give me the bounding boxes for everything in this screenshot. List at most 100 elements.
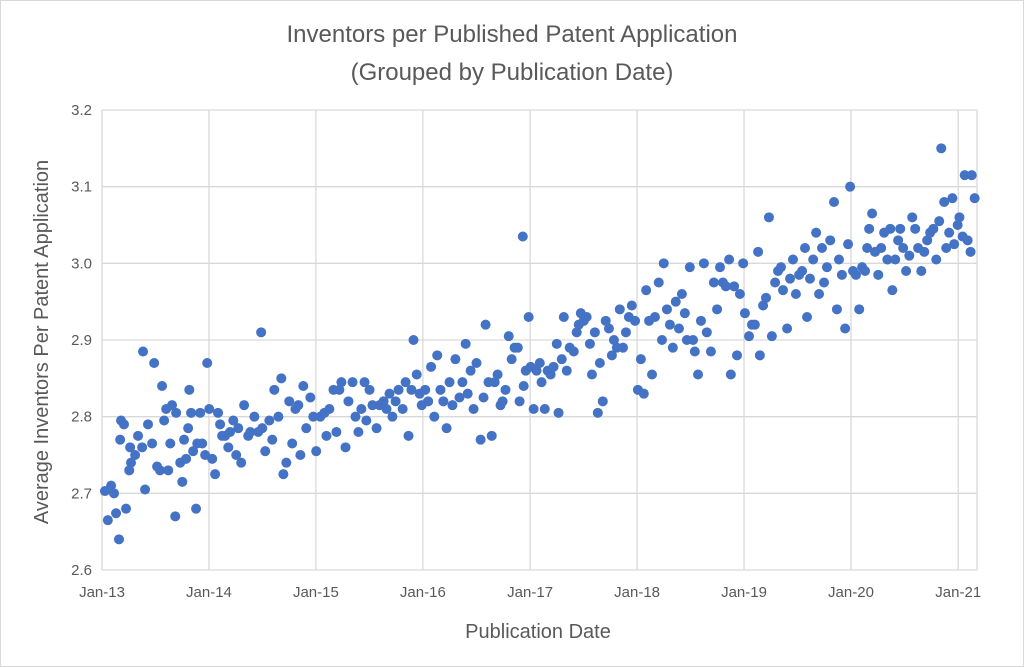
data-point: [843, 239, 853, 249]
data-point: [264, 416, 274, 426]
data-point: [970, 193, 980, 203]
data-point: [677, 289, 687, 299]
data-point: [800, 243, 810, 253]
data-point: [554, 408, 564, 418]
data-point: [348, 377, 358, 387]
data-point: [331, 427, 341, 437]
data-point: [726, 370, 736, 380]
data-point: [504, 331, 514, 341]
data-point: [445, 377, 455, 387]
data-point: [537, 377, 547, 387]
data-point: [840, 324, 850, 334]
data-point: [764, 212, 774, 222]
data-point: [450, 354, 460, 364]
data-point: [157, 381, 167, 391]
data-point: [750, 320, 760, 330]
data-point: [650, 312, 660, 322]
data-point: [481, 320, 491, 330]
data-point: [587, 370, 597, 380]
data-point: [426, 362, 436, 372]
y-tick-label: 2.6: [71, 562, 92, 579]
data-point: [540, 404, 550, 414]
y-tick-label: 3.1: [71, 179, 92, 196]
data-point: [181, 454, 191, 464]
data-point: [394, 385, 404, 395]
data-point: [657, 335, 667, 345]
data-point: [837, 270, 847, 280]
data-point: [276, 373, 286, 383]
data-point: [834, 255, 844, 265]
data-point: [435, 385, 445, 395]
data-point: [688, 335, 698, 345]
data-point: [627, 301, 637, 311]
data-point: [103, 515, 113, 525]
data-point: [341, 442, 351, 452]
data-point: [776, 262, 786, 272]
data-point: [668, 343, 678, 353]
data-point: [706, 347, 716, 357]
data-point: [249, 412, 259, 422]
data-point: [519, 381, 529, 391]
data-point: [524, 312, 534, 322]
data-point: [854, 304, 864, 314]
data-point: [797, 266, 807, 276]
x-tick-label: Jan-19: [721, 584, 767, 601]
x-tick-label: Jan-20: [828, 584, 874, 601]
data-point: [885, 224, 895, 234]
data-point: [372, 423, 382, 433]
data-point: [121, 504, 131, 514]
data-point: [832, 304, 842, 314]
data-point: [387, 412, 397, 422]
data-point: [476, 435, 486, 445]
data-point: [260, 446, 270, 456]
x-axis-ticks: Jan-13Jan-14Jan-15Jan-16Jan-17Jan-18Jan-…: [79, 584, 981, 601]
data-point: [287, 439, 297, 449]
data-point: [256, 327, 266, 337]
data-point: [293, 400, 303, 410]
data-point: [210, 469, 220, 479]
data-point: [361, 416, 371, 426]
data-point: [753, 247, 763, 257]
data-point: [447, 400, 457, 410]
data-point: [845, 182, 855, 192]
data-point: [295, 450, 305, 460]
data-point: [469, 404, 479, 414]
data-point: [215, 419, 225, 429]
data-point: [324, 404, 334, 414]
data-point: [423, 396, 433, 406]
data-point: [301, 423, 311, 433]
data-point: [195, 408, 205, 418]
data-point: [782, 324, 792, 334]
data-point: [715, 262, 725, 272]
x-axis-title: Publication Date: [465, 621, 611, 643]
x-tick-label: Jan-14: [186, 584, 232, 601]
data-point: [744, 331, 754, 341]
data-point: [895, 224, 905, 234]
data-point: [919, 247, 929, 257]
data-point: [947, 193, 957, 203]
data-point: [353, 427, 363, 437]
data-point: [662, 304, 672, 314]
data-point: [761, 293, 771, 303]
data-point: [159, 416, 169, 426]
data-point: [724, 255, 734, 265]
data-point: [557, 354, 567, 364]
data-point: [321, 431, 331, 441]
data-point: [281, 458, 291, 468]
x-tick-label: Jan-17: [507, 584, 553, 601]
data-point: [562, 366, 572, 376]
data-point: [471, 358, 481, 368]
data-point: [177, 477, 187, 487]
y-axis-title: Average Inventors Per Patent Application: [31, 160, 53, 524]
data-point: [114, 534, 124, 544]
data-point: [257, 423, 267, 433]
data-point: [186, 408, 196, 418]
data-point: [966, 247, 976, 257]
data-point: [802, 312, 812, 322]
data-point: [901, 266, 911, 276]
data-point: [202, 358, 212, 368]
x-tick-label: Jan-13: [79, 584, 125, 601]
data-point: [569, 347, 579, 357]
data-point: [867, 209, 877, 219]
